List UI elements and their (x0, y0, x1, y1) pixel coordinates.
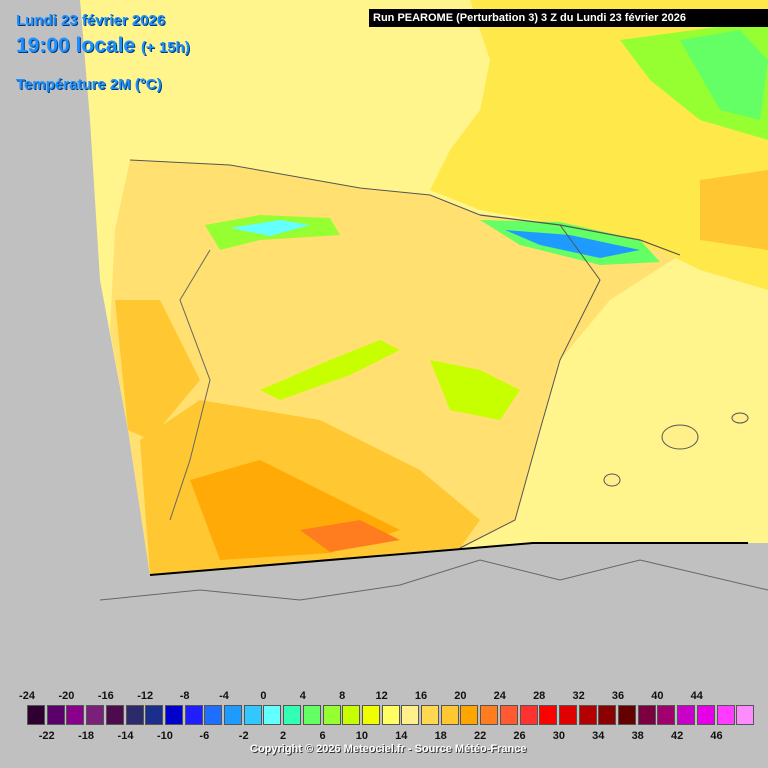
legend-swatch (145, 705, 164, 725)
legend-swatch (578, 705, 597, 725)
legend-top-label: -12 (137, 690, 154, 702)
legend-bottom-label: 46 (710, 730, 723, 742)
legend-top-label: 36 (611, 690, 625, 702)
legend-bottom-label: 10 (355, 730, 369, 742)
legend-swatch (657, 705, 676, 725)
portugal-border (169, 249, 211, 521)
ibiza (603, 473, 621, 487)
legend-bottom-label: 34 (592, 730, 605, 742)
legend-top-label: 28 (533, 690, 546, 702)
legend-top-label: 8 (339, 690, 346, 702)
legend-swatch (381, 705, 400, 725)
legend-top-label: 4 (299, 690, 306, 702)
legend-swatch (440, 705, 459, 725)
legend-top-label: 40 (651, 690, 664, 702)
legend-top-label: -24 (19, 690, 35, 702)
forecast-offset: (+ 15h) (140, 39, 190, 56)
legend-swatch (421, 705, 439, 725)
run-info: Run PEAROME (Perturbation 3) 3 Z du Lund… (369, 9, 768, 27)
legend-swatch (105, 705, 124, 725)
legend-swatch (460, 705, 479, 725)
legend-bottom-label: 18 (434, 730, 447, 742)
legend-bottom-label: 14 (395, 730, 408, 742)
alps-green (680, 30, 768, 120)
legend-top-label: -16 (97, 690, 114, 702)
legend-bottom-label: 38 (631, 730, 644, 742)
legend-top-label: -4 (219, 690, 229, 702)
legend-bottom-label: -22 (38, 730, 55, 742)
legend-swatch (204, 705, 223, 725)
domain-edge (149, 542, 748, 576)
legend-top-label: 24 (493, 690, 506, 702)
africa-coast (99, 559, 768, 601)
legend-swatch (164, 705, 183, 725)
legend-swatch (499, 705, 518, 725)
forecast-time-value: 19:00 locale (16, 34, 136, 57)
legend-swatch (27, 705, 45, 725)
legend-swatch (618, 705, 636, 725)
legend-bottom-label: 30 (552, 730, 566, 742)
forecast-time: 19:00 locale (+ 15h) (16, 34, 190, 58)
copyright: Copyright © 2026 Meteociel.fr - Source M… (250, 743, 527, 755)
coastline-east (459, 224, 601, 549)
warm-northeast (700, 170, 768, 250)
legend-swatch (302, 705, 321, 725)
pyrenees-blue (505, 230, 640, 258)
menorca (731, 412, 749, 424)
coastline (129, 159, 481, 216)
legend-top-label: 16 (414, 690, 428, 702)
central-system (260, 340, 400, 400)
legend-bottom-label: -6 (199, 730, 210, 742)
legend-bottom-label: -14 (117, 730, 134, 742)
legend-bottom-label: 42 (670, 730, 684, 742)
legend-swatch (401, 705, 420, 725)
legend-bottom-label: 2 (280, 730, 287, 742)
legend-bottom-label: 26 (513, 730, 526, 742)
cantabrian-cyan (230, 220, 310, 236)
legend-top-label: -20 (58, 690, 75, 702)
legend-bottom-label: 6 (319, 730, 326, 742)
legend-bottom-label: -2 (238, 730, 249, 742)
legend-swatch (283, 705, 302, 725)
hot-core (300, 520, 400, 552)
mallorca (661, 424, 699, 450)
legend-swatch (243, 705, 262, 725)
legend-bottom-label: 22 (473, 730, 487, 742)
legend-top-label: 20 (454, 690, 467, 702)
legend-swatch (480, 705, 499, 725)
legend-swatch (716, 705, 735, 725)
legend-swatch (558, 705, 577, 725)
france-border (479, 214, 681, 256)
legend-swatch (342, 705, 361, 725)
legend-swatch (46, 705, 65, 725)
legend-swatch (598, 705, 617, 725)
legend-swatch (361, 705, 380, 725)
legend-swatch (184, 705, 203, 725)
legend-swatch (539, 705, 558, 725)
legend-bottom-label: -18 (78, 730, 95, 742)
legend-top-label: 44 (690, 690, 703, 702)
legend-swatch (677, 705, 696, 725)
legend-swatch (125, 705, 144, 725)
legend-top-label: 0 (260, 690, 267, 702)
legend-top-label: -8 (179, 690, 190, 702)
legend-top-label: 32 (572, 690, 585, 702)
forecast-date: Lundi 23 février 2026 (16, 12, 166, 29)
legend-swatch (736, 705, 755, 725)
legend-swatch (637, 705, 656, 725)
legend-swatch (696, 705, 715, 725)
legend-swatch (86, 705, 105, 725)
legend-swatch (322, 705, 341, 725)
legend-bottom-label: -10 (156, 730, 173, 742)
warm-west (115, 300, 200, 440)
legend-swatch (224, 705, 242, 725)
legend-swatch (263, 705, 282, 725)
iberian-system (430, 360, 520, 420)
parameter-label: Température 2M (°C) (16, 76, 162, 93)
legend-top-label: 12 (375, 690, 388, 702)
legend-swatch (66, 705, 85, 725)
legend-swatch (519, 705, 538, 725)
